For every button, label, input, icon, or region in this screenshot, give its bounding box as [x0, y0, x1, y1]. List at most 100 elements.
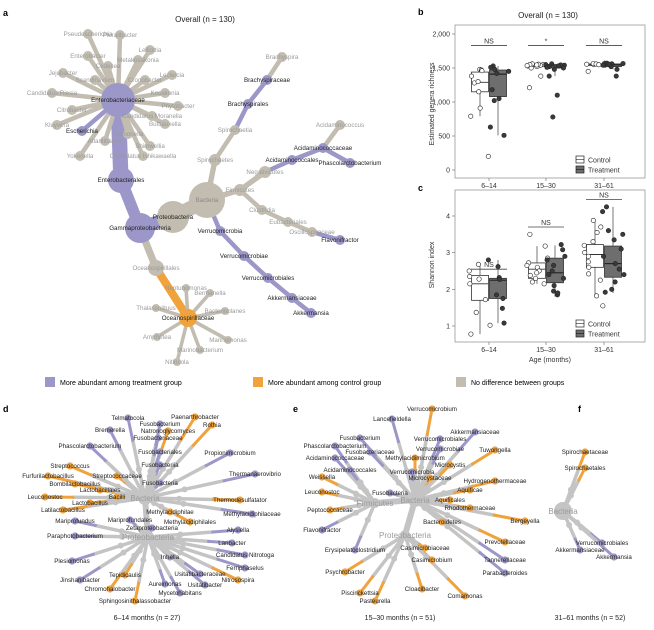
- tree-label: Fusobacteriaceae: [133, 435, 183, 442]
- tree-label: Mycetohabitans: [158, 590, 201, 597]
- tree-node: [158, 503, 165, 510]
- tree-hub-node: [400, 530, 410, 540]
- tree-hub-label: Bacteria: [400, 496, 430, 505]
- tree-node: [166, 468, 173, 475]
- tree-label: Zetaproteobacteria: [126, 525, 178, 532]
- tree-node: [151, 500, 157, 507]
- tree-node: [428, 556, 436, 564]
- tree-node: [352, 496, 359, 503]
- data-point: [544, 64, 550, 70]
- data-point: [585, 68, 591, 74]
- tree-label: Usitatibacteraceae: [174, 571, 226, 578]
- tree-hub-label: Bacteria: [548, 507, 578, 516]
- tree-label: Pasteurella: [360, 598, 392, 605]
- tree-node: [263, 273, 273, 283]
- tree-label: Prevotellaceae: [485, 539, 526, 546]
- data-point: [614, 66, 620, 72]
- tree-node: [148, 524, 156, 532]
- data-point: [586, 264, 592, 270]
- legend-swatch-treatment: [45, 377, 55, 387]
- tree-node: [86, 442, 94, 450]
- tree-label: Oscillospiraceae: [289, 229, 335, 236]
- data-point: [551, 262, 557, 268]
- tree-node: [566, 522, 573, 529]
- tree-label: Nitrosospira: [221, 577, 255, 584]
- tree-label: Proteobacteria: [153, 214, 194, 221]
- tree-label: Furfurilactobacillus: [22, 473, 74, 480]
- tree-node: [326, 506, 334, 514]
- tree-nodes: [41, 413, 259, 605]
- panel-a-heat-tree: a Overall (n = 130) Bacteria Proteobacter…: [3, 8, 381, 366]
- tree-node: [121, 571, 129, 579]
- tree-labels: Spirochaetaceae Spirochaetales Verrucomicr…: [548, 449, 632, 561]
- tree-label: Amphritea: [143, 334, 172, 341]
- tree-node: [196, 570, 204, 578]
- tree-label: Verrucomicrobiales: [414, 436, 467, 443]
- tree-node: [345, 158, 355, 168]
- data-point: [600, 62, 606, 68]
- tree-node: [179, 309, 197, 327]
- tree-node: [567, 492, 574, 499]
- tree-label: Methylacidimicrobium: [385, 455, 445, 462]
- tree-node: [581, 448, 589, 456]
- data-point: [551, 66, 557, 72]
- legend-swatch-control: [253, 377, 263, 387]
- tree-node: [113, 493, 121, 501]
- tree-node: [436, 445, 444, 453]
- tree-label: Methylacidiphilae: [146, 509, 194, 516]
- significance-label: *: [545, 39, 548, 46]
- legend-label-treatment: More abundant among treatment group: [60, 380, 182, 387]
- tree-label: Bremerella: [95, 427, 125, 434]
- tree-label: Spirochaetaceae: [562, 449, 609, 456]
- tree-node: [364, 516, 371, 523]
- data-point: [582, 250, 588, 256]
- tree-node: [440, 479, 447, 485]
- data-point: [546, 73, 552, 79]
- tree-label: Bergeyella: [510, 518, 540, 525]
- tree-node: [418, 585, 426, 593]
- tree-node: [581, 464, 589, 472]
- tree-label: Thermodesulfatator: [213, 497, 267, 504]
- tree-node: [201, 581, 209, 589]
- color-legend: More abundant among treatment group More…: [45, 377, 565, 387]
- tree-hub-label: Proteobacteria: [379, 531, 432, 540]
- tree-node: [71, 480, 79, 488]
- data-point: [527, 231, 533, 237]
- tree-label: Oceanospirillales: [132, 265, 179, 272]
- tree-edge-colored: [179, 415, 197, 442]
- data-point: [468, 113, 474, 119]
- tree-label: Citrobacter: [57, 107, 87, 114]
- significance-label: NS: [484, 39, 494, 46]
- tree-label: Spirochaetales: [565, 465, 606, 472]
- data-point: [602, 289, 608, 295]
- data-point: [533, 275, 539, 281]
- panel-letter-a: a: [3, 8, 9, 18]
- data-point: [524, 262, 530, 268]
- tree-node: [148, 260, 164, 276]
- tree-nodes: [47, 29, 355, 366]
- tree-edge-colored: [126, 416, 135, 442]
- tree-label: Plesiomonas: [54, 558, 89, 565]
- tree-label: Shimwellia: [135, 143, 165, 150]
- legend-label-none: No difference between groups: [471, 380, 565, 387]
- tree-node: [153, 333, 161, 341]
- tree-node: [96, 486, 104, 494]
- tree-label: Spirochaetes: [197, 157, 233, 164]
- tree-node: [122, 496, 129, 503]
- tree-label: Thermanaerovibrio: [229, 471, 281, 478]
- data-point: [534, 62, 540, 68]
- legend-swatch-none: [456, 377, 466, 387]
- tree-node: [385, 552, 392, 559]
- plot-frame: [454, 24, 646, 179]
- tree-node: [58, 68, 68, 78]
- tree-label: Oceanospirillaceae: [162, 315, 215, 322]
- tree-node: [228, 539, 236, 547]
- panel-b-title: Overall (n = 130): [518, 11, 578, 20]
- tree-node: [181, 486, 188, 493]
- tree-label: Candidatus Nitrotoga: [216, 552, 275, 559]
- tree-label: Atlantibacter: [88, 138, 122, 145]
- tree-label: Paenarthrobacter: [171, 414, 219, 421]
- tree-label: Enterobacter: [70, 53, 105, 60]
- tree-node: [208, 421, 216, 429]
- tree-label: Kluyvera: [45, 122, 70, 129]
